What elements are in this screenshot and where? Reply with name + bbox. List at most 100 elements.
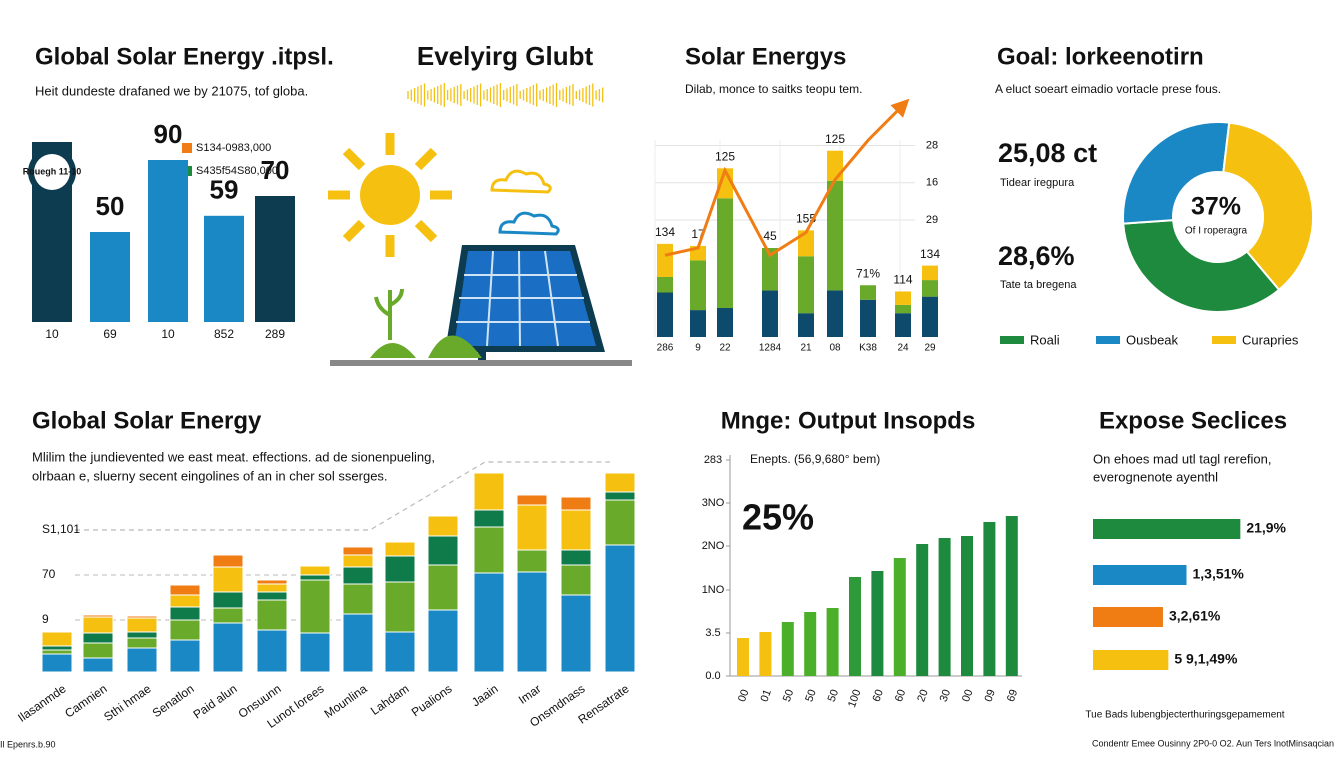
- legend-label: Curapries: [1242, 332, 1299, 347]
- chart-title: Mnge: Output Insopds: [721, 407, 976, 434]
- x-tick-label: 9: [695, 343, 701, 354]
- x-tick-label: 100: [846, 688, 864, 709]
- bar: [893, 558, 906, 676]
- data-label: 45: [763, 229, 777, 243]
- bar-segment: [212, 554, 244, 568]
- solar-panel: [445, 245, 605, 362]
- x-tick-label: 1284: [759, 343, 782, 354]
- bar-segment: [342, 583, 374, 615]
- footer-text: Condentr Emee Ousinny 2P0-0 O2. Aun Ters…: [1092, 738, 1334, 748]
- bar-segment: [604, 544, 636, 673]
- bar-segment: [657, 243, 673, 277]
- bar-segment: [827, 180, 843, 291]
- y-tick-label: 3NO: [702, 497, 725, 509]
- data-label: 1,3,51%: [1193, 566, 1245, 582]
- bar-segment: [342, 546, 374, 556]
- panel-title: Evelyirg Glubt: [417, 41, 594, 71]
- bar-segment: [212, 607, 244, 624]
- x-tick-label: 50: [803, 688, 818, 704]
- bar-segment: [798, 313, 814, 337]
- legend-label: S134-0983,000: [196, 142, 271, 154]
- legend-swatch: [182, 143, 192, 153]
- stat-label: Tate ta bregena: [1000, 279, 1077, 291]
- bar: [871, 571, 884, 676]
- y-tick-label: 3.5: [705, 627, 720, 639]
- bar-segment: [82, 657, 114, 673]
- bar-segment: [427, 609, 459, 673]
- annotation: Rouegh 11-10: [23, 166, 82, 176]
- ground: [330, 360, 632, 366]
- bar: [1093, 607, 1163, 627]
- donut-segment: [1122, 121, 1231, 225]
- line: [664, 98, 910, 258]
- bar-segment: [473, 526, 505, 574]
- legend-label: S435f54S80,000: [196, 165, 278, 177]
- bar-segment: [516, 504, 548, 551]
- bar-segment: [516, 549, 548, 573]
- bar: [983, 522, 996, 676]
- x-tick-label: 30: [938, 688, 953, 704]
- bar-segment: [516, 571, 548, 673]
- bar-segment: [342, 554, 374, 568]
- bar-segment: [82, 642, 114, 659]
- bar-segment: [473, 572, 505, 673]
- chart-title: Goal: lorkeenotirn: [997, 43, 1204, 70]
- sun: [328, 133, 452, 257]
- data-label: 3,2,61%: [1169, 608, 1221, 624]
- chart-title: Global Solar Energy: [32, 407, 262, 434]
- data-label: 5 9,1,49%: [1174, 651, 1238, 667]
- bar-segment: [560, 509, 592, 551]
- legend-swatch: [1000, 336, 1024, 344]
- bar: [255, 196, 295, 322]
- x-tick-label: 286: [657, 343, 674, 354]
- x-tick-label: 00: [736, 688, 751, 704]
- bar-segment: [798, 256, 814, 314]
- bar-segment: [384, 581, 416, 633]
- bar: [826, 608, 839, 676]
- bar-segment: [604, 491, 636, 501]
- data-label: 71%: [856, 266, 880, 280]
- x-tick-label: K38: [859, 343, 877, 354]
- y-tick-label: 70: [42, 567, 56, 581]
- y-tick-label: S1,101: [42, 522, 80, 536]
- data-label: 70: [261, 155, 290, 185]
- sprout: [374, 288, 404, 340]
- bar-segment: [473, 509, 505, 528]
- bar-segment: [427, 535, 459, 566]
- bar-segment: [762, 247, 778, 291]
- center-sublabel: Of I roperagra: [1185, 226, 1248, 237]
- x-tick-label: 10: [45, 327, 59, 341]
- chart-subtitle: Heit dundeste drafaned we by 21075, tof …: [35, 83, 308, 98]
- bar-segment: [717, 198, 733, 309]
- bar-segment: [342, 613, 374, 673]
- bar-segment: [690, 310, 706, 337]
- bar-segment: [82, 616, 114, 634]
- x-tick-label: 60: [870, 688, 885, 704]
- y-tick-label: 16: [926, 177, 938, 189]
- bar: [1093, 650, 1169, 670]
- x-tick-label: 09: [982, 688, 997, 704]
- y-tick-label: 29: [926, 214, 938, 226]
- bar-segment: [384, 541, 416, 557]
- footer-text: Il Epenrs.b.90: [0, 739, 56, 749]
- bar: [204, 215, 244, 322]
- bar-segment: [657, 276, 673, 293]
- legend-label: Roali: [1030, 332, 1060, 347]
- chart-subtitle: Mlilim the jundievented we east meat. ef…: [32, 449, 435, 464]
- legend-swatch: [1096, 336, 1120, 344]
- bar: [737, 638, 749, 676]
- bar: [849, 577, 861, 676]
- bar-segment: [560, 496, 592, 511]
- bar-segment: [895, 313, 911, 337]
- x-tick-label: 852: [214, 327, 234, 341]
- bar-segment: [860, 285, 876, 300]
- bar: [1005, 516, 1018, 676]
- legend-swatch: [1212, 336, 1236, 344]
- x-tick-label: 24: [897, 343, 909, 354]
- x-tick-label: 20: [915, 688, 930, 704]
- bar: [148, 160, 188, 322]
- data-label: 50: [96, 191, 125, 221]
- y-tick-label: 2NO: [702, 540, 725, 552]
- bar-segment: [169, 619, 201, 641]
- bar-segment: [827, 290, 843, 337]
